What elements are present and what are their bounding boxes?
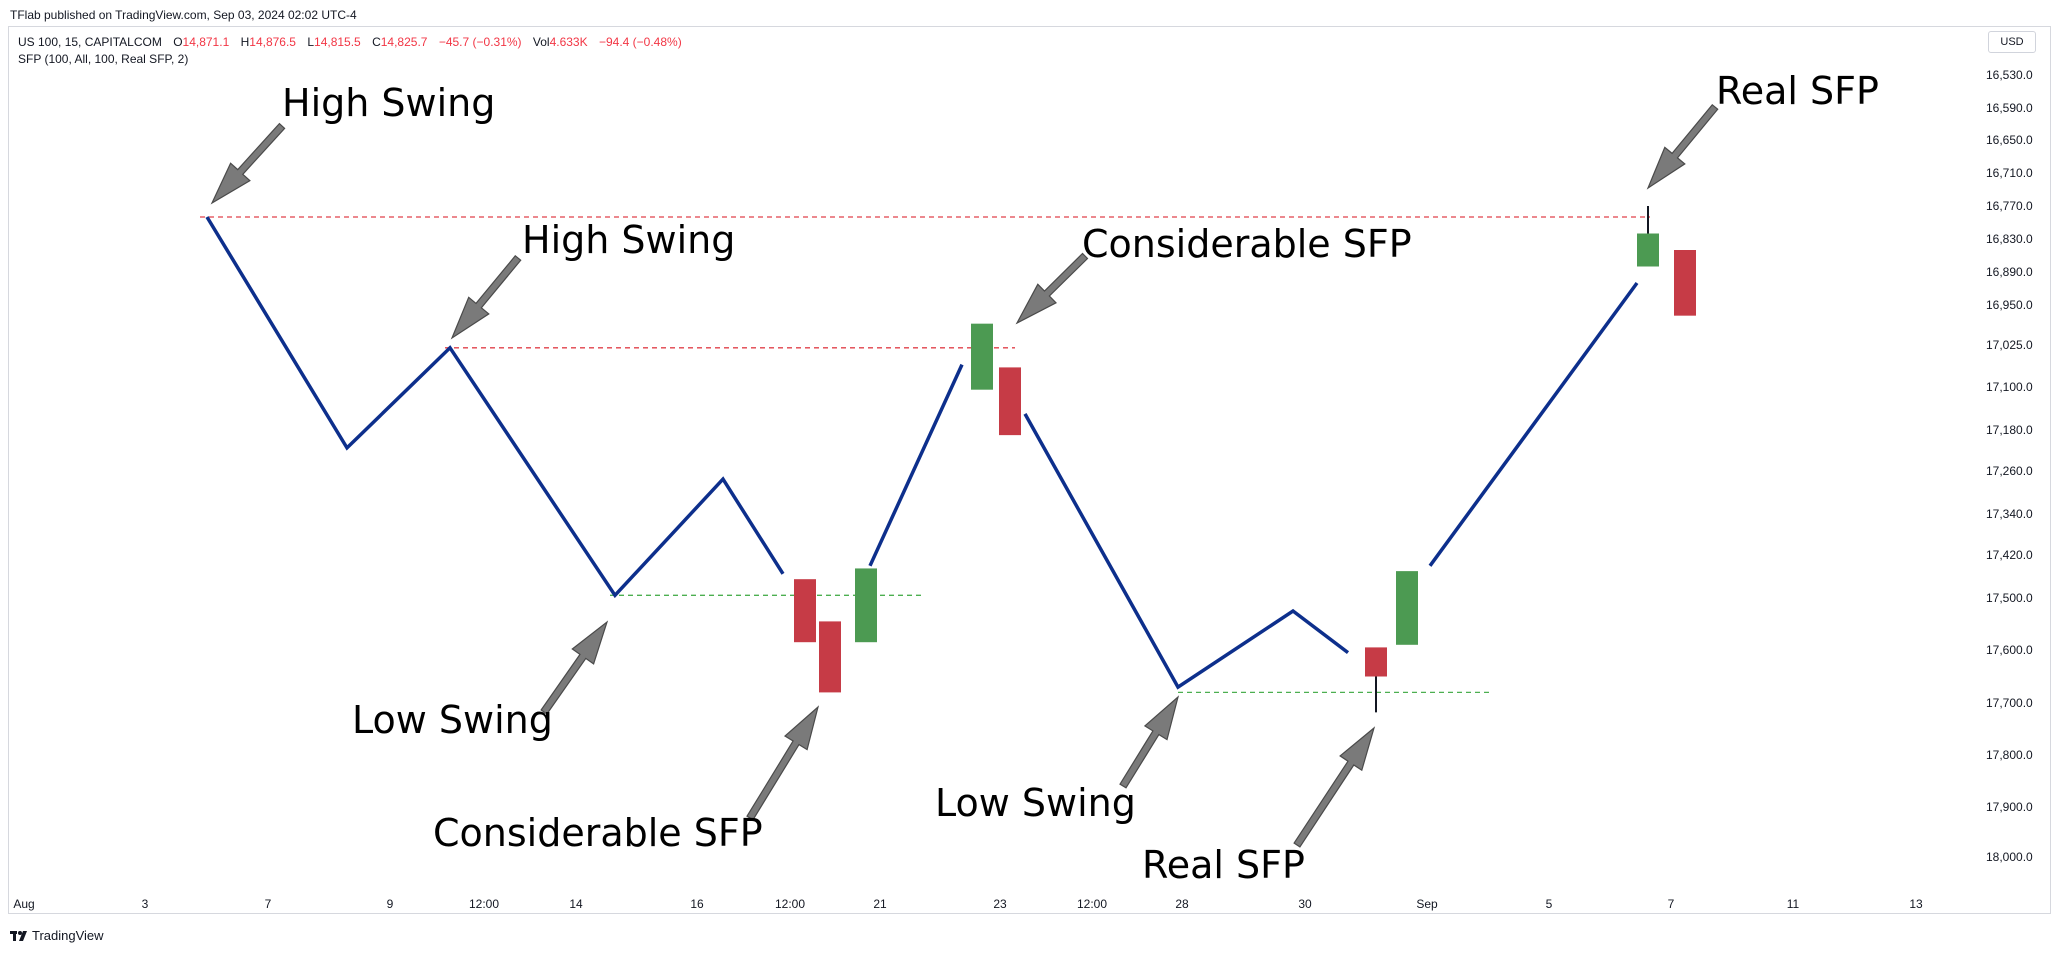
bullish-candle	[1637, 233, 1659, 267]
annotation-arrow	[540, 620, 609, 715]
time-tick-label: 16	[690, 897, 704, 911]
price-tick-label: 16,710.0	[1986, 166, 2033, 180]
price-tick-label: 16,830.0	[1986, 232, 2033, 246]
price-tick-label: 16,590.0	[1986, 101, 2033, 115]
bearish-candle	[819, 621, 841, 693]
time-tick-label: 23	[993, 897, 1007, 911]
price-tick-label: 16,650.0	[1986, 133, 2033, 147]
price-tick-label: 17,100.0	[1986, 380, 2033, 394]
volume-value: 4.633K	[549, 35, 588, 49]
high-value: 14,876.5	[249, 35, 296, 49]
price-tick-label: 16,770.0	[1986, 199, 2033, 213]
annotation-arrow	[1293, 726, 1376, 848]
annotation-arrow	[210, 122, 286, 205]
candles	[794, 206, 1696, 713]
time-tick-label: 12:00	[469, 897, 499, 911]
price-tick-label: 16,950.0	[1986, 298, 2033, 312]
indicator-legend[interactable]: SFP (100, All, 100, Real SFP, 2)	[18, 52, 189, 66]
time-tick-label: 3	[142, 897, 149, 911]
open-value: 14,871.1	[182, 35, 230, 49]
time-tick-label: Sep	[1416, 897, 1438, 911]
time-tick-label: 13	[1909, 897, 1923, 911]
bearish-candle	[794, 579, 816, 643]
low-label: L	[307, 35, 315, 49]
annotation-label: Real SFP	[1716, 69, 1879, 113]
time-tick-label: 14	[569, 897, 583, 911]
price-tick-label: 17,700.0	[1986, 696, 2033, 710]
price-tick-label: 17,500.0	[1986, 591, 2033, 605]
price-tick-label: 16,890.0	[1986, 265, 2033, 279]
price-tick-label: 17,800.0	[1986, 748, 2033, 762]
top-bar: TFlab published on TradingView.com, Sep …	[0, 0, 2059, 26]
time-tick-label: 28	[1175, 897, 1189, 911]
bearish-candle	[1674, 250, 1696, 316]
bearish-candle	[999, 367, 1021, 436]
annotation-arrows	[210, 103, 1719, 848]
annotation-label: High Swing	[522, 218, 735, 262]
annotation-label: Considerable SFP	[1082, 222, 1412, 266]
price-tick-label: 17,180.0	[1986, 423, 2033, 437]
annotation-arrow	[1119, 695, 1180, 789]
level-lines	[200, 216, 1650, 694]
price-tick-label: 17,260.0	[1986, 464, 2033, 478]
annotation-arrow	[1646, 103, 1719, 190]
low-value: 14,815.5	[314, 35, 361, 49]
currency-button[interactable]: USD	[1988, 31, 2036, 53]
time-tick-label: 9	[387, 897, 394, 911]
footer-brand[interactable]: TradingView	[10, 928, 104, 943]
bullish-candle	[971, 323, 993, 390]
annotation-label: High Swing	[282, 81, 495, 125]
price-tick-label: 17,900.0	[1986, 800, 2033, 814]
time-tick-label: Aug	[13, 897, 34, 911]
price-tick-label: 17,340.0	[1986, 507, 2033, 521]
volume-change: −94.4 (−0.48%)	[598, 35, 682, 49]
bullish-candle	[855, 568, 877, 643]
bullish-candle	[1396, 571, 1418, 645]
time-tick-label: 12:00	[1077, 897, 1107, 911]
bearish-candle	[1365, 647, 1387, 677]
price-line-series	[205, 216, 1639, 690]
annotation-label: Low Swing	[352, 698, 553, 742]
price-tick-label: 18,000.0	[1986, 850, 2033, 864]
annotation-label: Low Swing	[935, 781, 1136, 825]
price-tick-label: 16,530.0	[1986, 68, 2033, 82]
time-tick-label: 7	[1668, 897, 1675, 911]
time-tick-label: 11	[1787, 897, 1800, 911]
high-label: H	[240, 35, 250, 49]
annotation-label: Real SFP	[1142, 843, 1305, 887]
published-caption: TFlab published on TradingView.com, Sep …	[10, 8, 357, 22]
annotation-labels: High Swing High Swing Low Swing Considerabl…	[282, 69, 1879, 887]
time-tick-label: 30	[1298, 897, 1312, 911]
change-value: −45.7 (−0.31%)	[438, 35, 522, 49]
time-tick-label: 5	[1546, 897, 1553, 911]
symbol-label[interactable]: US 100, 15, CAPITALCOM	[18, 35, 162, 49]
close-value: 14,825.7	[380, 35, 428, 49]
ohlc-legend: US 100, 15, CAPITALCOM O14,871.1 H14,876…	[18, 35, 682, 49]
time-tick-label: 7	[265, 897, 272, 911]
time-tick-label: 21	[873, 897, 887, 911]
annotation-arrow	[1015, 252, 1089, 325]
tradingview-logo-icon	[10, 930, 27, 941]
open-label: O	[173, 35, 183, 49]
price-line	[1023, 413, 1350, 690]
price-line	[868, 363, 964, 567]
annotation-arrow	[450, 254, 522, 340]
time-tick-label: 12:00	[775, 897, 805, 911]
close-label: C	[372, 35, 381, 49]
price-tick-label: 17,025.0	[1986, 338, 2033, 352]
price-line	[205, 216, 785, 599]
price-tick-label: 17,420.0	[1986, 548, 2033, 562]
footer-brand-label: TradingView	[32, 928, 104, 943]
volume-label: Vol	[532, 35, 550, 49]
chart-frame	[8, 26, 2051, 914]
annotation-arrow	[746, 705, 820, 821]
annotation-label: Considerable SFP	[433, 811, 763, 855]
time-axis[interactable]: Aug 3 7 9 12:00 14 16 12:00 21 23 12:00 28 30 Sep 5 7 11…	[13, 897, 1923, 911]
price-line	[1428, 281, 1639, 567]
price-tick-label: 17,600.0	[1986, 643, 2033, 657]
price-axis[interactable]: 16,530.0 16,590.0 16,650.0 16,710.0 16,770.0…	[1986, 68, 2033, 864]
